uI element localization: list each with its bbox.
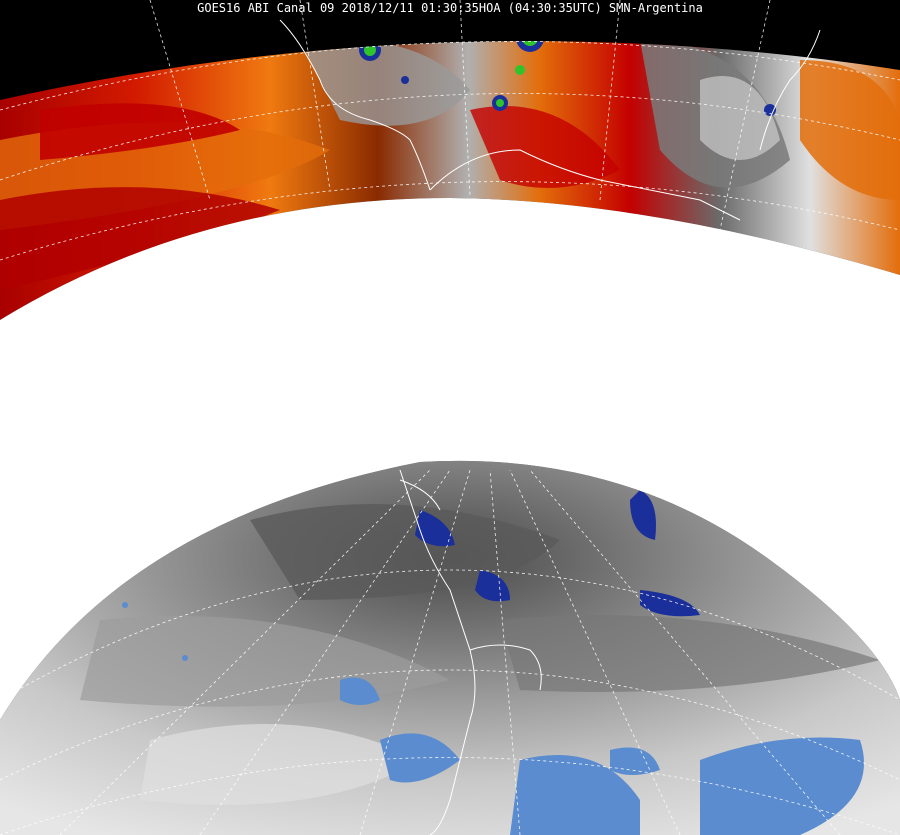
missing-data-mask [0,198,900,720]
northern-imagery [0,41,900,320]
image-title: GOES16 ABI Canal 09 2018/12/11 01:30:35H… [197,1,703,15]
coastline-outline [279,19,821,835]
